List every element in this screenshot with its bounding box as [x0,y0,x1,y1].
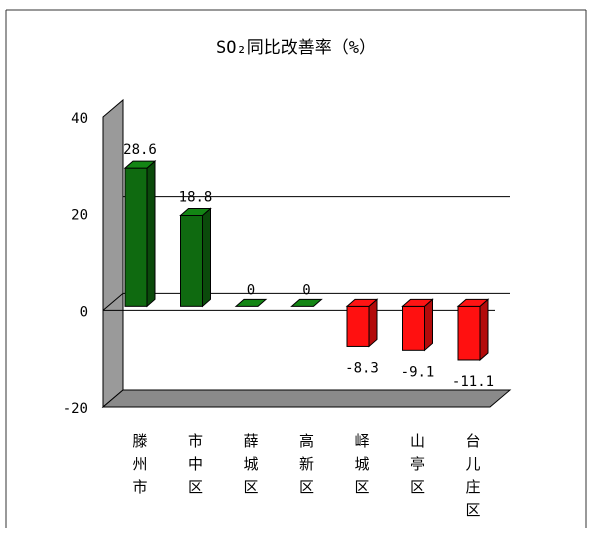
plot-area: 40 20 0 -20 28.6 滕州市 18.8 市中区 0 薛城区 0 高新区 -8.3 峄城区 -9.… [63,98,512,519]
bar [402,305,425,351]
y-tick-label: 20 [71,208,88,224]
bar [346,305,370,347]
zero-depth-line [102,292,124,311]
x-tick-label: 峄城区 [354,432,369,496]
y-tick-label: 40 [71,111,88,127]
x-tick-label: 山亭区 [410,432,425,496]
bar-side [424,298,433,352]
y-tick-label: -20 [63,401,88,417]
y-tick-label: 0 [80,304,88,320]
x-tick-label: 市中区 [188,432,203,496]
bar [180,214,203,307]
bar-top [401,298,434,307]
data-label: 0 [247,282,255,298]
x-tick-label: 高新区 [299,432,314,496]
bar-top [290,298,323,307]
floor [101,389,512,408]
bar-top [345,298,379,307]
bar-side [368,298,378,348]
x-tick-label: 台儿庄区 [465,432,480,519]
x-tick-label: 薛城区 [243,432,258,496]
bar [457,305,481,361]
x-tick-label: 滕州市 [132,432,147,496]
side-wall [102,98,124,409]
data-label: 0 [302,282,310,298]
bar-side [202,207,211,308]
data-label: -8.3 [345,360,379,376]
bar-top [123,160,157,169]
bar-top [234,298,268,307]
data-label: 28.6 [123,142,157,158]
data-label: -11.1 [452,374,494,390]
bar [124,167,148,307]
bar-side [479,298,489,362]
bar-side [146,159,156,308]
bar-top [456,298,490,307]
data-label: 18.8 [179,189,213,205]
chart-title: SO₂同比改善率（%） [216,38,376,58]
data-label: -9.1 [401,364,435,380]
bar-top [179,207,212,216]
